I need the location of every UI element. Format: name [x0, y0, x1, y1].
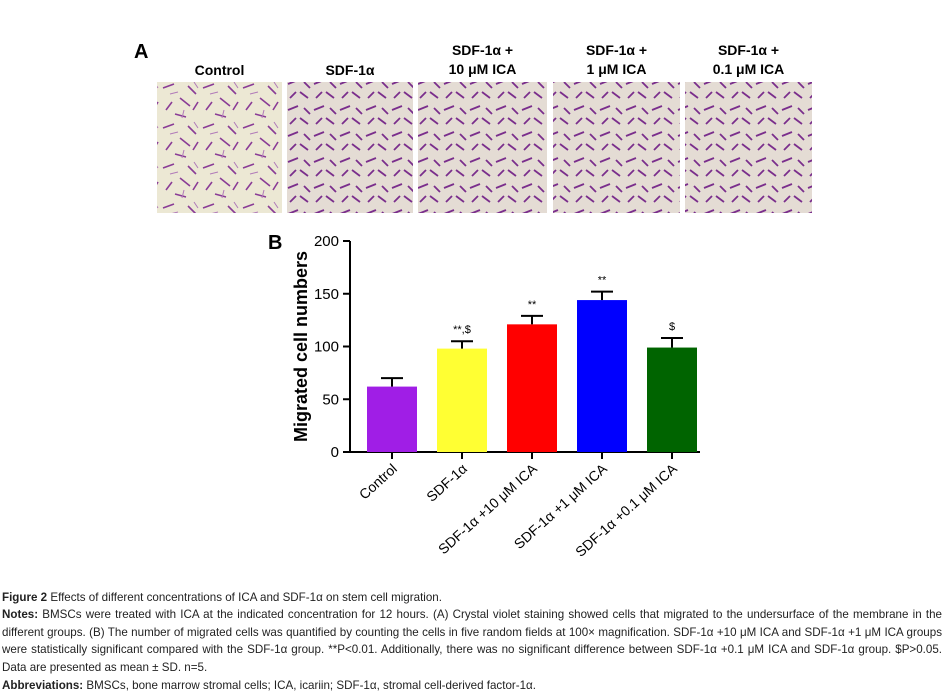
y-tick-label: 0 [331, 444, 339, 461]
column-header: Control [195, 62, 245, 78]
micrograph [553, 82, 680, 213]
y-tick-label: 150 [314, 286, 339, 303]
column-header: SDF-1α +1 μM ICA [586, 42, 647, 77]
error-bar [591, 290, 613, 301]
error-bar [661, 337, 683, 348]
y-tick-label: 200 [314, 233, 339, 250]
panel-label: B [268, 232, 282, 254]
annotation: ** [528, 299, 537, 311]
abbr-label: Abbreviations: [2, 679, 84, 692]
panel-label: A [134, 41, 148, 63]
figure-number: Figure 2 [2, 591, 48, 604]
notes-label: Notes: [2, 608, 39, 621]
y-tick-label: 50 [322, 391, 339, 408]
figure: A B Control SDF-1α SDF-1α +10 μM ICA SDF-1α… [134, 41, 812, 560]
bar [367, 386, 417, 452]
annotation: **,$ [453, 324, 471, 336]
micrograph [287, 82, 413, 213]
caption-abbr: Abbreviations: BMSCs, bone marrow stroma… [2, 677, 942, 695]
notes-text: BMSCs were treated with ICA at the indic… [2, 608, 942, 674]
column-header: SDF-1α +0.1 μM ICA [713, 42, 785, 77]
caption-text: Effects of different concentrations of I… [50, 591, 442, 604]
error-bar [381, 377, 403, 387]
annotation: $ [669, 321, 675, 333]
bar [577, 300, 627, 452]
column-header: SDF-1α [325, 62, 374, 78]
bar [437, 348, 487, 452]
bar [647, 347, 697, 452]
caption-notes: Notes: BMSCs were treated with ICA at th… [2, 606, 942, 676]
bar [507, 324, 557, 452]
x-tick-label: SDF-1α [423, 460, 470, 504]
caption-title: Figure 2 Effects of different concentrat… [2, 589, 942, 607]
error-bar [521, 314, 543, 325]
y-tick-label: 100 [314, 339, 339, 356]
abbr-text: BMSCs, bone marrow stromal cells; ICA, i… [86, 679, 536, 692]
micrograph [418, 82, 547, 213]
column-header: SDF-1α +10 μM ICA [449, 42, 517, 77]
error-bar [451, 340, 473, 349]
micrograph [157, 82, 282, 213]
annotation: ** [598, 275, 607, 287]
y-axis-label: Migrated cell numbers [291, 251, 311, 442]
micrograph [685, 82, 812, 213]
x-tick-label: Control [356, 460, 400, 502]
